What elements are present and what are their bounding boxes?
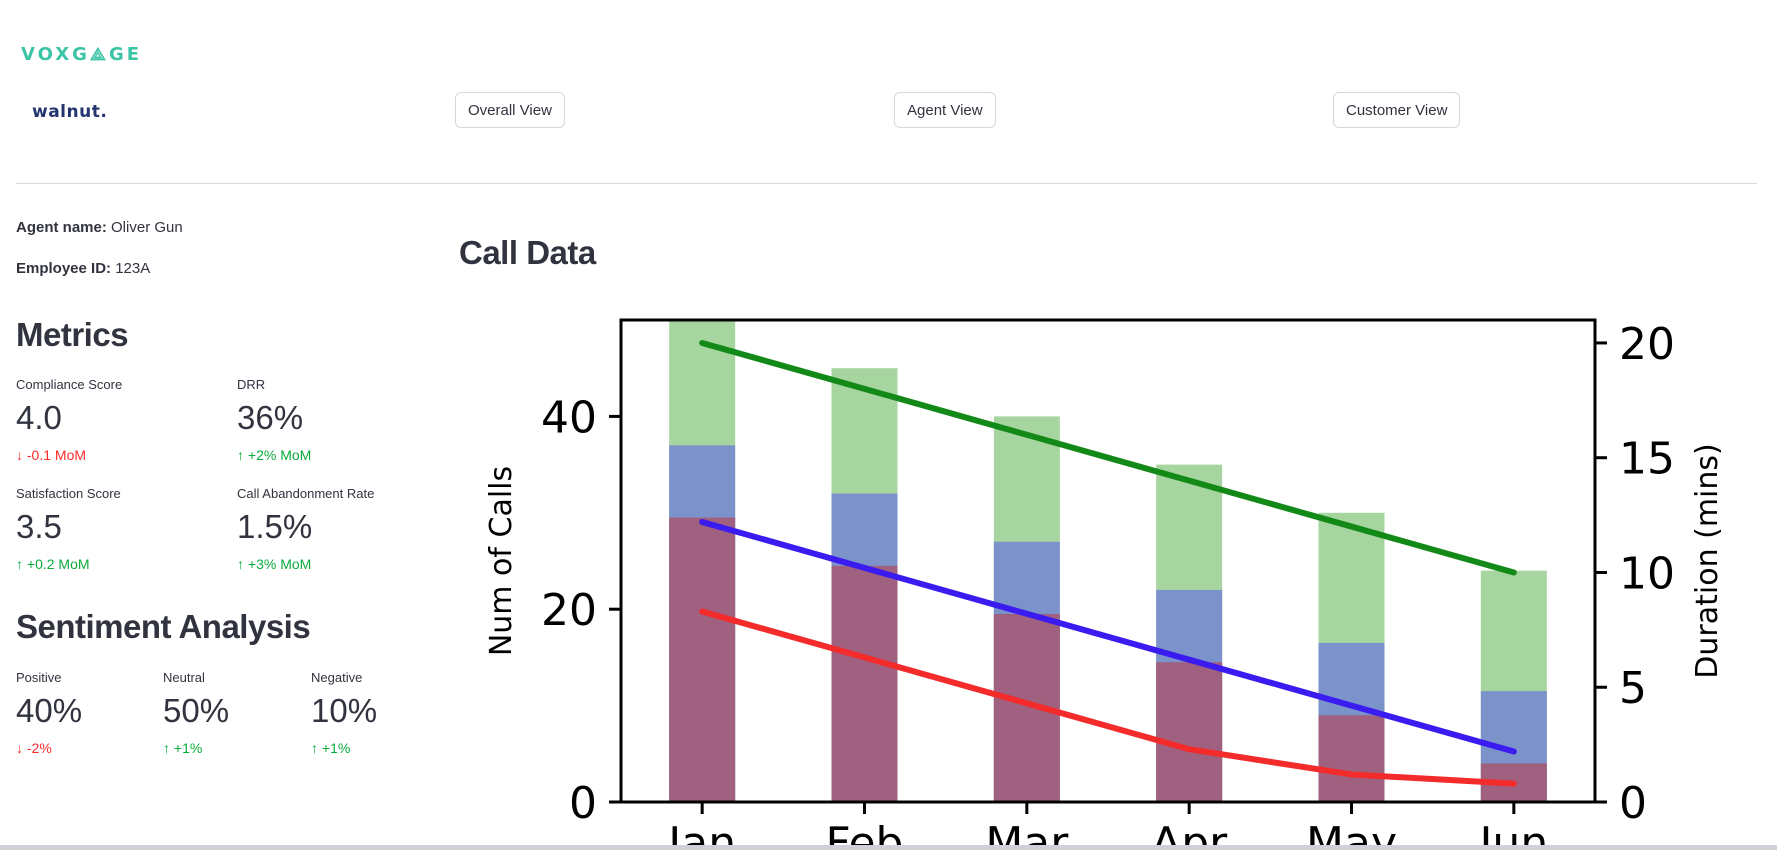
arrow-up-icon: ↑ bbox=[163, 740, 170, 756]
arrow-down-icon: ↓ bbox=[16, 447, 23, 463]
sentiment-label-neutral: Neutral bbox=[163, 670, 205, 685]
overall-view-button[interactable]: Overall View bbox=[455, 92, 565, 128]
sentiment-value-negative: 10% bbox=[311, 692, 378, 729]
arrow-down-icon: ↓ bbox=[16, 740, 23, 756]
call-data-title: Call Data bbox=[459, 234, 596, 271]
metric-label: DRR bbox=[237, 377, 266, 392]
y2-tick-label: 10 bbox=[1619, 548, 1675, 599]
plot-frame bbox=[619, 318, 1597, 804]
series-line-0 bbox=[699, 339, 1517, 576]
arrow-up-icon: ↑ bbox=[311, 740, 318, 756]
sentiment-delta-neutral: ↑ +1% bbox=[163, 740, 203, 756]
metric-delta: ↑ +0.2 MoM bbox=[16, 556, 90, 572]
walnut-logo: walnut. bbox=[32, 102, 108, 122]
sentiment-value-neutral: 50% bbox=[163, 692, 230, 729]
arrow-up-icon: ↑ bbox=[16, 556, 23, 572]
sentiment-value-positive: 40% bbox=[16, 692, 83, 729]
header-divider bbox=[16, 183, 1757, 184]
y2-tick-label: 20 bbox=[1619, 319, 1675, 370]
arrow-up-icon: ↑ bbox=[237, 447, 244, 463]
metric-delta: ↑ +2% MoM bbox=[237, 447, 312, 463]
x-tick-label: Jun bbox=[1476, 818, 1548, 850]
y2-axis-label: Duration (mins) bbox=[1690, 443, 1725, 678]
employee-id-value: 123A bbox=[115, 260, 151, 277]
sentiment-delta-positive: ↓ -2% bbox=[16, 740, 52, 756]
metrics-title: Metrics bbox=[16, 316, 129, 353]
bar-jan-layer2 bbox=[669, 517, 736, 802]
bar-feb-layer2 bbox=[831, 565, 898, 802]
y-tick-label: 0 bbox=[569, 778, 597, 829]
x-tick-label: Feb bbox=[826, 818, 904, 850]
agent-name-value: Oliver Gun bbox=[111, 219, 183, 236]
y-axis-label: Num of Calls bbox=[484, 466, 519, 656]
metric-value: 4.0 bbox=[16, 399, 62, 436]
call-data-chart: 0 20 40 0 5 10 15 20 Jan Feb Mar Apr May Jun Num of Ca… bbox=[484, 318, 1725, 850]
metric-delta: ↑ +3% MoM bbox=[237, 556, 312, 572]
bottom-scrollbar[interactable] bbox=[0, 845, 1777, 850]
customer-view-button[interactable]: Customer View bbox=[1333, 92, 1461, 128]
metric-label: Compliance Score bbox=[16, 377, 123, 392]
series-line-1 bbox=[699, 518, 1517, 755]
metric-delta: ↓ -0.1 MoM bbox=[16, 447, 87, 463]
sentiment-title: Sentiment Analysis bbox=[16, 608, 311, 645]
sentiment-label-positive: Positive bbox=[16, 670, 62, 685]
agent-view-button[interactable]: Agent View bbox=[894, 92, 996, 128]
employee-id-label: Employee ID: bbox=[16, 260, 112, 277]
metric-value: 36% bbox=[237, 399, 304, 436]
x-tick-label: Mar bbox=[985, 818, 1069, 850]
metric-label: Call Abandonment Rate bbox=[237, 486, 375, 501]
sentiment-label-negative: Negative bbox=[311, 670, 363, 685]
series-line-2 bbox=[699, 608, 1517, 787]
y2-tick-label: 15 bbox=[1619, 434, 1675, 485]
metric-value: 1.5% bbox=[237, 508, 313, 545]
bar-may-layer2 bbox=[1318, 715, 1385, 802]
x-tick-label: Jan bbox=[665, 818, 736, 850]
arrow-up-icon: ↑ bbox=[237, 556, 244, 572]
x-tick-label: Apr bbox=[1151, 818, 1228, 850]
y-tick-label: 40 bbox=[541, 392, 597, 443]
employee-id: Employee ID: 123A bbox=[16, 260, 150, 277]
voxgage-logo: VOXG⟁GE bbox=[21, 44, 143, 65]
metric-value: 3.5 bbox=[16, 508, 62, 545]
metric-label: Satisfaction Score bbox=[16, 486, 121, 501]
y-tick-label: 20 bbox=[541, 585, 597, 636]
agent-name: Agent name: Oliver Gun bbox=[16, 219, 183, 236]
agent-name-label: Agent name: bbox=[16, 219, 107, 236]
x-tick-label: May bbox=[1306, 818, 1397, 850]
y2-tick-label: 5 bbox=[1619, 663, 1647, 714]
y2-tick-label: 0 bbox=[1619, 778, 1647, 829]
sentiment-delta-negative: ↑ +1% bbox=[311, 740, 351, 756]
bar-apr-layer2 bbox=[1156, 662, 1223, 802]
